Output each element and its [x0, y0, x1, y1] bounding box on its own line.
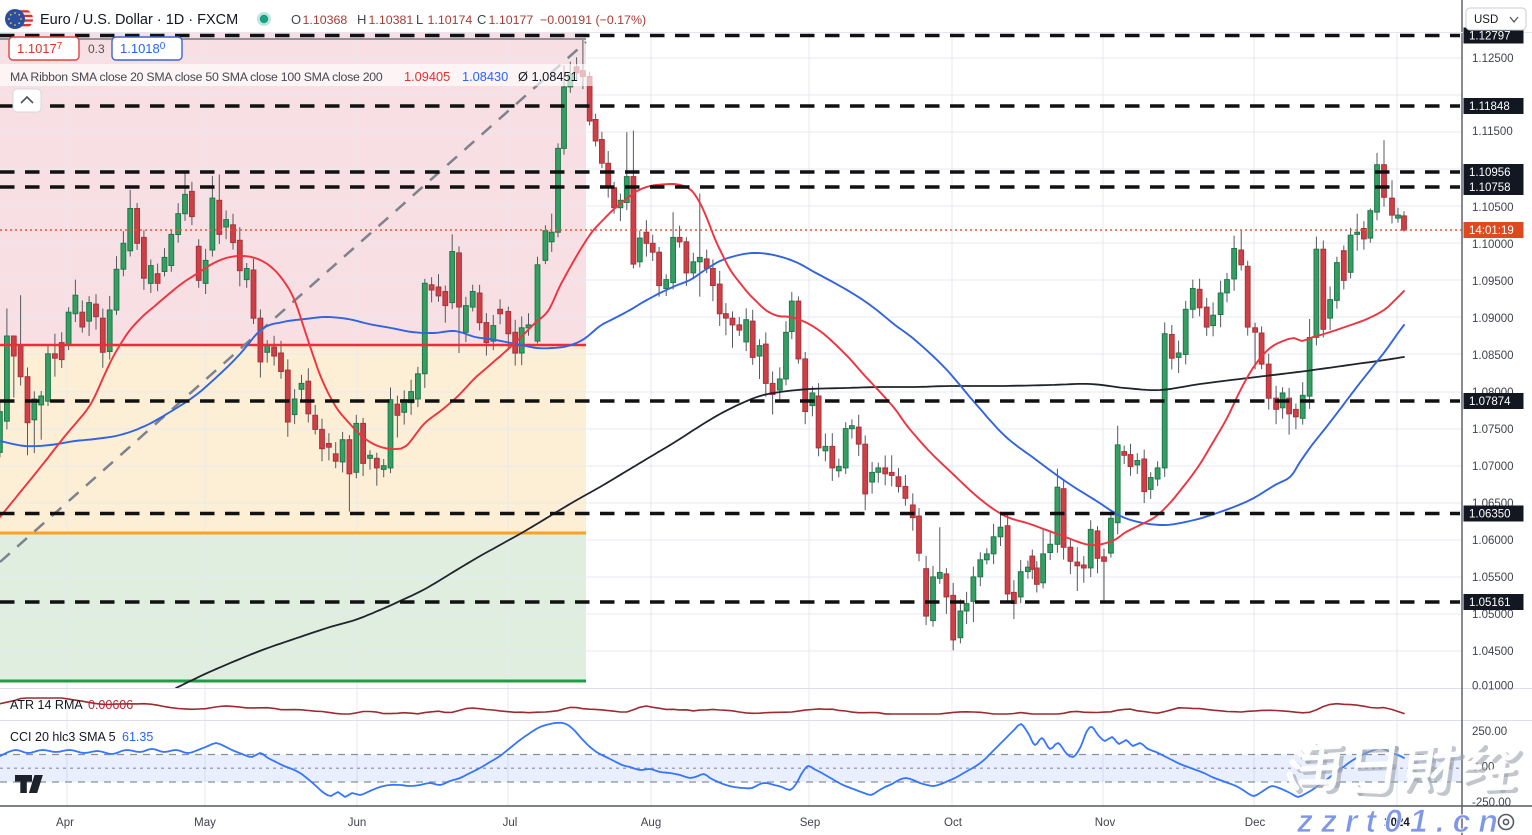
svg-text:1.09500: 1.09500: [1472, 276, 1514, 288]
svg-text:1.11500: 1.11500: [1472, 126, 1513, 138]
svg-text:1.04500: 1.04500: [1472, 646, 1514, 658]
svg-text:2024: 2024: [1384, 817, 1410, 829]
svg-text:1.05000: 1.05000: [1472, 609, 1514, 621]
svg-text:Apr: Apr: [56, 817, 74, 829]
svg-text:1.12500: 1.12500: [1472, 53, 1514, 65]
svg-text:1.10368: 1.10368: [303, 13, 348, 27]
svg-text:O: O: [291, 12, 301, 27]
svg-text:0.01000: 0.01000: [1472, 681, 1514, 693]
svg-text:C: C: [477, 12, 486, 27]
svg-text:1.10000: 1.10000: [1472, 239, 1514, 251]
svg-text:1.07500: 1.07500: [1472, 424, 1514, 436]
svg-text:0.3: 0.3: [88, 42, 105, 56]
svg-text:14:01:19: 14:01:19: [1469, 225, 1514, 237]
svg-text:1.10177: 1.10177: [17, 41, 63, 56]
svg-text:ATR 14 RMA: ATR 14 RMA: [10, 698, 83, 712]
svg-text:1.12797: 1.12797: [1469, 31, 1511, 43]
svg-text:Euro / U.S. Dollar · 1D · FXCM: Euro / U.S. Dollar · 1D · FXCM: [40, 12, 238, 28]
svg-text:61.35: 61.35: [122, 730, 153, 744]
svg-text:250.00: 250.00: [1472, 726, 1507, 738]
svg-text:1.10180: 1.10180: [120, 41, 166, 56]
svg-text:Oct: Oct: [944, 817, 963, 829]
svg-text:1.10177: 1.10177: [489, 13, 534, 27]
svg-text:-250.00: -250.00: [1472, 797, 1511, 809]
svg-text:−0.00191 (−0.17%): −0.00191 (−0.17%): [540, 13, 646, 27]
svg-text:MA Ribbon SMA close 20 SMA clo: MA Ribbon SMA close 20 SMA close 50 SMA …: [10, 70, 383, 84]
svg-text:USD: USD: [1474, 14, 1498, 26]
svg-text:Ø 1.08451: Ø 1.08451: [518, 69, 578, 84]
svg-text:1.08500: 1.08500: [1472, 350, 1514, 362]
svg-text:1.05500: 1.05500: [1472, 572, 1514, 584]
svg-text:Aug: Aug: [641, 817, 661, 829]
svg-text:1.10758: 1.10758: [1469, 182, 1511, 194]
svg-text:1.10381: 1.10381: [369, 13, 414, 27]
svg-text:Dec: Dec: [1245, 817, 1266, 829]
svg-text:1.11848: 1.11848: [1469, 101, 1510, 113]
svg-text:Jul: Jul: [503, 817, 518, 829]
svg-text:CCI 20 hlc3 SMA 5: CCI 20 hlc3 SMA 5: [10, 730, 116, 744]
svg-text:1.10500: 1.10500: [1472, 202, 1514, 214]
svg-text:zzrt01.cn: zzrt01.cn: [1296, 803, 1506, 835]
svg-text:L: L: [416, 12, 423, 27]
svg-text:1.07000: 1.07000: [1472, 461, 1514, 473]
svg-text:1.10174: 1.10174: [428, 13, 473, 27]
svg-text:1.10956: 1.10956: [1469, 167, 1511, 179]
svg-text:H: H: [357, 12, 366, 27]
svg-text:Sep: Sep: [800, 817, 820, 829]
svg-text:Nov: Nov: [1095, 817, 1116, 829]
svg-text:1.06000: 1.06000: [1472, 535, 1514, 547]
svg-text:1.05161: 1.05161: [1469, 597, 1511, 609]
svg-text:1.09000: 1.09000: [1472, 313, 1514, 325]
svg-text:1.06350: 1.06350: [1469, 509, 1511, 521]
svg-text:1.09405: 1.09405: [404, 69, 450, 84]
svg-text:0.00606: 0.00606: [88, 698, 133, 712]
svg-text:1.07874: 1.07874: [1469, 396, 1511, 408]
svg-text:Jun: Jun: [348, 817, 367, 829]
svg-text:1.08430: 1.08430: [462, 69, 508, 84]
svg-text:May: May: [194, 817, 216, 829]
